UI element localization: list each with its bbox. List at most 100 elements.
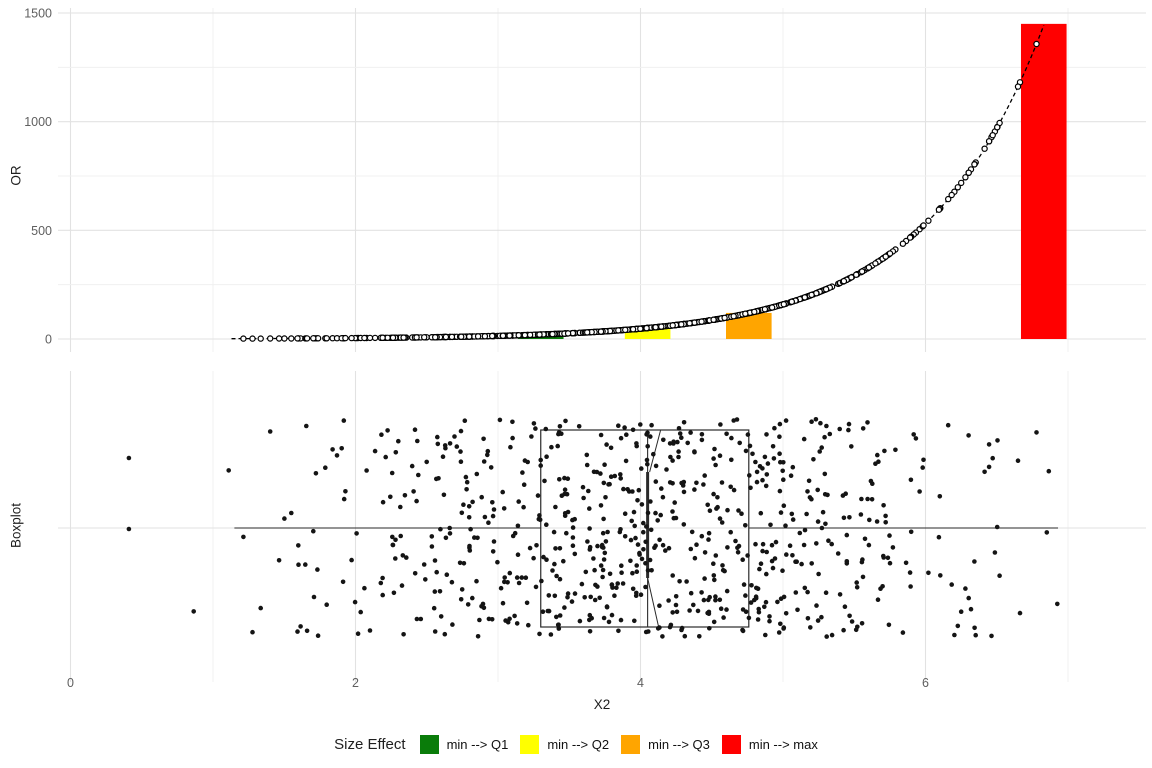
jitter-point [388, 494, 393, 500]
y-tick-label: 500 [31, 224, 52, 238]
boxplot-chart-panel [58, 371, 1146, 682]
jitter-point [772, 425, 777, 431]
jitter-point [725, 507, 730, 513]
jitter-point [749, 583, 754, 588]
outlier-point [126, 455, 132, 461]
jitter-point [490, 549, 496, 554]
jitter-point [541, 554, 546, 560]
jitter-point [658, 512, 663, 518]
jitter-point [770, 565, 776, 571]
jitter-point [679, 435, 684, 440]
jitter-point [315, 567, 320, 572]
y-tick-label: 1500 [24, 7, 52, 21]
jitter-point [992, 550, 998, 555]
x-axis-title: X2 [593, 697, 611, 712]
jitter-point [644, 457, 650, 463]
or-point [761, 306, 769, 313]
jitter-point [815, 519, 821, 524]
jitter-point [921, 457, 926, 463]
jitter-point [643, 584, 648, 590]
jitter-point [783, 523, 788, 528]
jitter-point [908, 529, 914, 535]
jitter-point [389, 470, 395, 476]
jitter-point [442, 631, 448, 637]
jitter-point [712, 577, 717, 583]
jitter-point [514, 621, 520, 626]
jitter-point [623, 458, 629, 464]
or-point [288, 335, 295, 342]
legend-swatch-green [419, 735, 439, 754]
or-point [678, 321, 685, 328]
jitter-point [591, 556, 596, 561]
or-point [466, 333, 473, 340]
jitter-point [622, 425, 627, 430]
jitter-point [563, 418, 568, 424]
jitter-point [719, 480, 725, 485]
jitter-point [655, 518, 660, 523]
jitter-point [546, 593, 552, 598]
jitter-point [464, 479, 470, 485]
jitter-point [706, 611, 712, 616]
jitter-point [643, 539, 648, 545]
jitter-point [681, 479, 687, 485]
jitter-point [339, 446, 345, 451]
jitter-point [458, 428, 464, 434]
notch-lower [647, 577, 660, 628]
jitter-point [819, 445, 824, 450]
jitter-point [748, 485, 753, 491]
jitter-point [706, 530, 712, 536]
jitter-point [607, 481, 612, 487]
jitter-point [758, 561, 764, 566]
jitter-point [437, 589, 443, 594]
jitter-point [415, 438, 420, 444]
jitter-point [412, 571, 418, 576]
jitter-point [789, 511, 795, 517]
jitter-point [258, 605, 264, 611]
jitter-point [767, 618, 772, 624]
jitter-point [424, 459, 430, 465]
legend-label: min --> Q3 [648, 737, 710, 752]
jitter-point [780, 568, 785, 573]
jitter-point [557, 613, 563, 618]
jitter-point [474, 471, 480, 477]
jitter-point [846, 421, 852, 427]
or-point [686, 320, 693, 327]
jitter-point [764, 549, 769, 555]
jitter-point [385, 428, 390, 433]
jitter-point [651, 451, 656, 457]
jitter-point [418, 616, 424, 622]
jitter-point [557, 576, 563, 582]
or-point [442, 333, 450, 341]
jitter-point [534, 543, 539, 548]
jitter-point [323, 465, 328, 470]
jitter-point [522, 458, 528, 463]
jitter-point [633, 535, 638, 541]
jitter-point [355, 631, 361, 636]
or-point [751, 308, 758, 316]
jitter-point [380, 499, 386, 505]
jitter-point [441, 492, 447, 498]
or-point [536, 331, 543, 338]
jitter-point [754, 585, 759, 591]
jitter-point [604, 604, 610, 609]
or-point [597, 328, 605, 335]
jitter-point [811, 457, 816, 462]
jitter-point [823, 590, 829, 595]
jitter-point [771, 456, 777, 461]
jitter-point [677, 431, 683, 436]
jitter-point [458, 449, 463, 454]
or-point [730, 313, 737, 320]
or-point [515, 332, 522, 339]
jitter-point [814, 541, 819, 546]
jitter-point [603, 539, 609, 544]
or-point [948, 191, 955, 199]
jitter-point [581, 495, 586, 501]
or-point [882, 253, 889, 260]
jitter-point [854, 580, 859, 585]
jitter-point [731, 418, 736, 423]
jitter-point [485, 452, 490, 458]
jitter-point [481, 459, 487, 464]
jitter-point [1055, 601, 1060, 607]
jitter-point [495, 559, 500, 565]
